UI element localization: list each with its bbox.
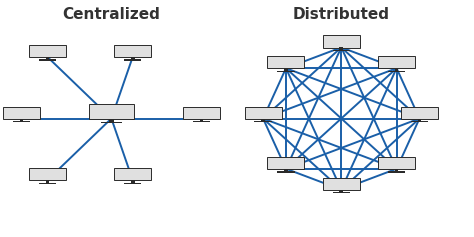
FancyBboxPatch shape bbox=[323, 178, 360, 190]
FancyBboxPatch shape bbox=[245, 107, 282, 119]
Bar bbox=[100, 122, 122, 123]
Bar bbox=[339, 190, 343, 192]
Bar bbox=[395, 68, 398, 71]
FancyBboxPatch shape bbox=[89, 104, 134, 119]
Bar bbox=[19, 118, 23, 121]
Bar bbox=[388, 171, 405, 173]
Bar bbox=[193, 121, 210, 122]
FancyBboxPatch shape bbox=[267, 157, 304, 169]
FancyBboxPatch shape bbox=[378, 157, 415, 169]
Bar bbox=[333, 192, 350, 193]
FancyBboxPatch shape bbox=[29, 45, 66, 57]
Bar bbox=[109, 118, 114, 122]
Bar bbox=[333, 50, 350, 51]
FancyBboxPatch shape bbox=[323, 36, 360, 48]
Bar bbox=[46, 57, 49, 59]
Bar bbox=[411, 121, 428, 122]
Text: Distributed: Distributed bbox=[293, 7, 390, 22]
Bar bbox=[124, 183, 141, 184]
Bar bbox=[131, 57, 135, 59]
Bar bbox=[284, 169, 288, 171]
Bar bbox=[39, 183, 56, 184]
Bar bbox=[46, 180, 49, 183]
FancyBboxPatch shape bbox=[183, 107, 220, 119]
FancyBboxPatch shape bbox=[3, 107, 40, 119]
Bar bbox=[277, 171, 295, 173]
Bar bbox=[418, 118, 421, 121]
Bar bbox=[124, 59, 141, 61]
FancyBboxPatch shape bbox=[378, 56, 415, 68]
Bar bbox=[255, 121, 272, 122]
Bar bbox=[395, 169, 398, 171]
Bar bbox=[339, 47, 343, 50]
Bar bbox=[277, 71, 295, 72]
FancyBboxPatch shape bbox=[267, 56, 304, 68]
Bar bbox=[261, 118, 265, 121]
FancyBboxPatch shape bbox=[29, 168, 66, 180]
Bar bbox=[284, 68, 288, 71]
FancyBboxPatch shape bbox=[114, 168, 151, 180]
FancyBboxPatch shape bbox=[401, 107, 438, 119]
Text: Centralized: Centralized bbox=[63, 7, 160, 22]
Bar bbox=[131, 180, 135, 183]
FancyBboxPatch shape bbox=[114, 45, 151, 57]
Bar bbox=[39, 59, 56, 61]
Bar bbox=[13, 121, 30, 122]
Bar bbox=[388, 71, 405, 72]
Bar bbox=[200, 118, 203, 121]
